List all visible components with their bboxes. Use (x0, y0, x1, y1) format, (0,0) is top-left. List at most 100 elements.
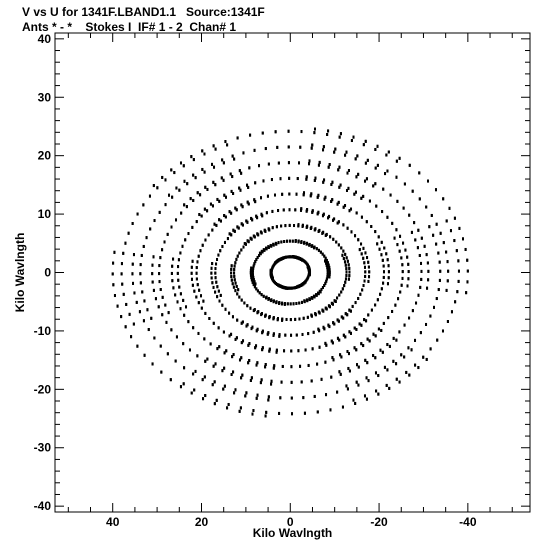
uv-point (345, 267, 348, 271)
uv-point (253, 235, 256, 239)
uv-point (267, 245, 270, 249)
uv-point (131, 272, 134, 276)
uv-point (120, 315, 123, 319)
uv-point (407, 262, 410, 266)
uv-point (240, 298, 243, 302)
uv-point (347, 186, 350, 190)
uv-point (361, 288, 364, 292)
uv-point (418, 171, 421, 175)
uv-point (286, 286, 289, 290)
uv-point (150, 316, 153, 320)
uv-point (364, 358, 367, 362)
uv-point (413, 221, 416, 225)
uv-point (374, 334, 377, 338)
uv-point (229, 172, 232, 176)
uv-point (204, 394, 207, 398)
uv-point (304, 348, 307, 352)
uv-point (288, 176, 291, 180)
uv-point (282, 208, 285, 212)
uv-point (298, 284, 301, 288)
uv-point (325, 343, 328, 347)
uv-point (242, 151, 245, 155)
uv-point (249, 271, 252, 275)
uv-point (256, 216, 259, 220)
uv-point (249, 236, 252, 240)
uv-point (196, 354, 199, 358)
uv-point (211, 262, 214, 266)
uv-point (308, 242, 311, 246)
uv-point (300, 257, 303, 261)
uv-point (330, 183, 333, 187)
uv-point (252, 409, 255, 413)
uv-point (437, 288, 440, 292)
uv-point (216, 257, 219, 261)
x-tick-label: 40 (106, 515, 120, 529)
uv-point (317, 310, 320, 314)
uv-point (306, 315, 309, 319)
y-tick-label: 40 (38, 32, 52, 46)
uv-point (243, 301, 246, 305)
uv-point (398, 380, 401, 384)
uv-point (324, 341, 327, 345)
uv-point (398, 249, 401, 253)
uv-point (203, 337, 206, 341)
uv-point (321, 252, 324, 256)
uv-point (165, 320, 168, 324)
uv-point (376, 163, 379, 167)
uv-point (299, 208, 302, 212)
uv-point (122, 251, 125, 255)
uv-point (249, 273, 252, 277)
uv-point (438, 278, 441, 282)
uv-point (298, 301, 301, 305)
uv-point (299, 364, 302, 368)
uv-point (280, 224, 283, 228)
uv-point (232, 353, 235, 357)
uv-point (395, 175, 398, 179)
uv-point (367, 313, 370, 317)
y-tick-label: 20 (38, 149, 52, 163)
uv-point (236, 225, 239, 229)
uv-point (385, 383, 388, 387)
uv-point (230, 233, 233, 237)
uv-point (308, 159, 311, 163)
uv-point (248, 342, 251, 346)
uv-point (247, 343, 250, 347)
uv-point (411, 309, 414, 313)
uv-point (348, 270, 351, 274)
uv-point (128, 312, 131, 316)
uv-point (293, 224, 296, 228)
uv-point (419, 285, 422, 289)
uv-point (213, 165, 216, 169)
uv-point (255, 363, 258, 367)
uv-point (222, 161, 225, 165)
uv-point (233, 271, 236, 275)
uv-point (386, 368, 389, 372)
uv-point (433, 305, 436, 309)
uv-point (192, 372, 195, 376)
uv-point (375, 204, 378, 208)
uv-point (352, 398, 355, 402)
uv-point (397, 297, 400, 301)
uv-point (130, 335, 133, 339)
uv-point (337, 200, 340, 204)
uv-point (358, 322, 361, 326)
uv-point (354, 157, 357, 161)
uv-point (191, 225, 194, 229)
uv-point (234, 388, 237, 392)
uv-point (292, 286, 295, 290)
uv-point (200, 306, 203, 310)
uv-point (288, 239, 291, 243)
uv-point (249, 133, 252, 137)
uv-point (179, 251, 182, 255)
uv-point (360, 242, 363, 246)
uv-point (323, 254, 326, 258)
uv-point (301, 223, 304, 227)
uv-point (313, 127, 316, 131)
uv-point (297, 239, 300, 243)
uv-point (370, 225, 373, 229)
uv-point (228, 232, 231, 236)
uv-point (317, 210, 320, 214)
uv-point (338, 293, 341, 297)
uv-point (191, 283, 194, 287)
uv-point (230, 211, 233, 215)
